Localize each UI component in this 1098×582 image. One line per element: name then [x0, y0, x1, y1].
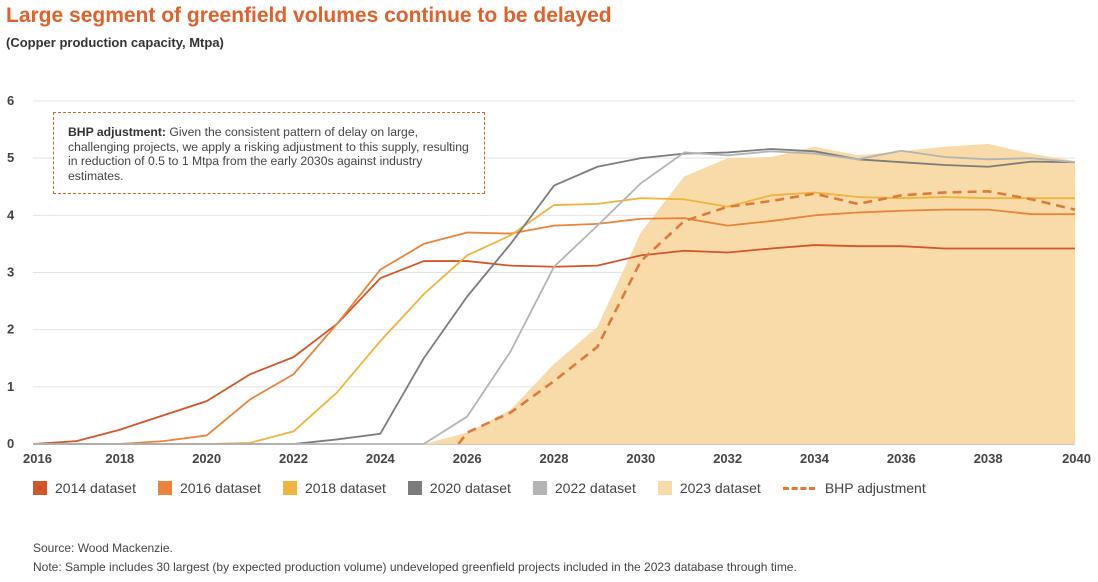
legend-swatch: [157, 481, 172, 495]
legend-swatch: [657, 481, 672, 495]
area-layer: [33, 143, 1075, 444]
chart-legend: 2014 dataset 2016 dataset 2018 dataset 2020…: [33, 480, 1083, 496]
legend-swatch: [33, 481, 47, 495]
legend-item-2022-dataset: 2022 dataset: [532, 480, 636, 496]
x-tick-label: 2016: [23, 451, 52, 466]
annotation-text: Given the consistent pattern of delay on…: [68, 125, 469, 183]
chart-subtitle: (Copper production capacity, Mtpa): [6, 35, 224, 50]
y-tick-label: 3: [7, 265, 14, 280]
y-tick-label: 2: [7, 322, 14, 337]
legend-label: 2023 dataset: [679, 480, 761, 496]
x-tick-label: 2022: [279, 451, 308, 466]
y-tick-label: 4: [7, 207, 15, 222]
y-tick-label: 6: [7, 93, 14, 108]
series-2016-dataset: [33, 208, 1075, 445]
x-tick-label: 2026: [453, 451, 482, 466]
source-text: Source: Wood Mackenzie.: [33, 541, 173, 555]
legend-swatch: [782, 486, 815, 490]
legend-label: 2014 dataset: [55, 480, 136, 496]
legend-swatch: [532, 481, 547, 495]
series-2022-dataset: [33, 149, 1076, 445]
legend-label: 2020 dataset: [429, 480, 511, 496]
x-tick-label: 2038: [974, 451, 1003, 466]
x-tick-label: 2028: [540, 451, 569, 466]
note-text: Note: Sample includes 30 largest (by exp…: [33, 560, 797, 574]
x-tick-label: 2036: [887, 451, 916, 466]
x-tick-label: 2040: [1062, 451, 1091, 466]
y-tick-label: 5: [7, 150, 14, 165]
x-tick-label: 2034: [800, 451, 830, 466]
lines-layer: [32, 148, 1076, 445]
y-tick-label: 1: [7, 379, 14, 394]
y-axis: 0 1 2 3 4 5 6: [7, 93, 15, 451]
legend-item-2018-dataset: 2018 dataset: [282, 480, 386, 496]
legend-item-2023-dataset: 2023 dataset: [657, 480, 761, 496]
y-tick-label: 0: [7, 436, 14, 451]
legend-label: 2016 dataset: [179, 480, 261, 496]
chart-svg: 0 1 2 3 4 5 6 2016 2018 2020 2022 2024 2026 2028 2030…: [7, 93, 1091, 466]
legend-item-2016-dataset: 2016 dataset: [157, 480, 261, 496]
x-tick-label: 2018: [105, 451, 134, 466]
series-bhp-adjustment: [457, 190, 1076, 445]
x-tick-label: 2032: [713, 451, 742, 466]
legend-item-2020-dataset: 2020 dataset: [407, 480, 511, 496]
legend-label: 2022 dataset: [554, 480, 636, 496]
x-tick-label: 2020: [192, 451, 221, 466]
chart-title: Large segment of greenfield volumes cont…: [6, 4, 612, 27]
legend-label: 2018 dataset: [304, 480, 386, 496]
legend-swatch: [282, 481, 297, 495]
annotation-bold: BHP adjustment:: [68, 125, 166, 139]
bhp-annotation-box: BHP adjustment: Given the consistent pat…: [53, 112, 485, 194]
x-axis: 2016 2018 2020 2022 2024 2026 2028 2030 2032 2034…: [23, 451, 1091, 466]
legend-label: BHP adjustment: [824, 480, 926, 496]
x-tick-label: 2030: [626, 451, 655, 466]
legend-swatch: [407, 481, 422, 495]
legend-item-bhp-adjustment: BHP adjustment: [782, 480, 926, 496]
series-2023-dataset: [33, 143, 1075, 444]
x-tick-label: 2024: [366, 451, 396, 466]
legend-item-2014-dataset: 2014 dataset: [33, 480, 136, 496]
